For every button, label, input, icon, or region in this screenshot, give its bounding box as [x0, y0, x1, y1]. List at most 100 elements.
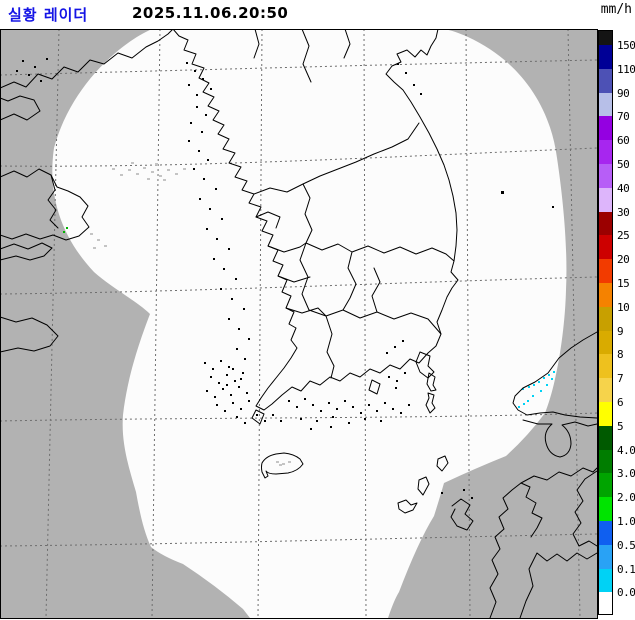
- radar-coverage-region: [52, 29, 567, 618]
- geoje-island: [415, 351, 435, 379]
- colorbar-label: 150: [617, 39, 635, 52]
- colorbar-label: 0.5: [617, 539, 635, 552]
- small-islands: [16, 58, 554, 499]
- echo-speck: [553, 371, 555, 373]
- colorbar-label: 50: [617, 158, 630, 171]
- echo-speck: [288, 461, 291, 463]
- colorbar-label: 60: [617, 134, 630, 147]
- echo-speck: [66, 227, 68, 229]
- echo-speck: [543, 377, 545, 379]
- colorbar-label: 0.1: [617, 563, 635, 576]
- echo-speck: [175, 173, 178, 175]
- colorbar-segment: [599, 69, 612, 93]
- colorbar-label: 20: [617, 253, 630, 266]
- echo-speck: [279, 464, 282, 466]
- echo-speck: [104, 245, 107, 247]
- colorbar-label: 9: [617, 325, 624, 338]
- graticule-grid: [0, 28, 598, 619]
- colorbar-label: 0.0: [617, 586, 635, 599]
- colorbar-segment: [599, 521, 612, 545]
- colorbar-segment: [599, 307, 612, 331]
- colorbar: [598, 30, 613, 615]
- echo-speck: [136, 173, 139, 175]
- colorbar-label: 15: [617, 277, 630, 290]
- colorbar-segment: [599, 592, 612, 614]
- echo-speck: [532, 395, 534, 397]
- echo-speck: [276, 461, 279, 463]
- colorbar-segment: [599, 450, 612, 473]
- colorbar-segment: [599, 116, 612, 140]
- colorbar-segment: [599, 354, 612, 378]
- colorbar-segment: [599, 569, 612, 592]
- echo-speck: [527, 400, 529, 402]
- echo-speck: [540, 390, 542, 392]
- colorbar-segment: [599, 283, 612, 307]
- echo-speck: [120, 174, 123, 176]
- colorbar-label: 6: [617, 396, 624, 409]
- colorbar-label: 10: [617, 301, 630, 314]
- colorbar-segment: [599, 164, 612, 188]
- tsushima-island: [426, 372, 437, 392]
- colorbar-label: 7: [617, 372, 624, 385]
- colorbar-label: 8: [617, 348, 624, 361]
- echo-speck: [97, 239, 100, 241]
- page-title: 실황 레이더: [8, 6, 89, 24]
- tsushima-island: [425, 392, 436, 414]
- china-coastline: [0, 28, 174, 353]
- echo-speck: [151, 171, 154, 173]
- observation-timestamp: 2025.11.06.20:50: [132, 4, 289, 22]
- echo-speck: [167, 169, 170, 171]
- colorbar-label: 1.0: [617, 515, 635, 528]
- colorbar-label: 40: [617, 182, 630, 195]
- echo-speck: [112, 168, 115, 170]
- island-outlines: [251, 351, 449, 514]
- colorbar-label: 90: [617, 87, 630, 100]
- island: [552, 206, 554, 208]
- precipitation-echoes: [63, 162, 555, 466]
- colorbar-segment: [599, 93, 612, 116]
- map-border: [0, 29, 598, 619]
- echo-speck: [163, 179, 166, 181]
- radar-map: [0, 28, 598, 619]
- island: [501, 191, 504, 194]
- colorbar-label: 70: [617, 110, 630, 123]
- colorbar-label: 2.0: [617, 491, 635, 504]
- colorbar-label: 3.0: [617, 467, 635, 480]
- echo-speck: [518, 406, 520, 408]
- colorbar-segment: [599, 140, 612, 164]
- echo-speck: [128, 169, 131, 171]
- japan-coastline: [450, 331, 598, 619]
- header-bar: 실황 레이더 2025.11.06.20:50: [0, 0, 635, 29]
- jeju-island: [261, 452, 304, 479]
- colorbar-label: 30: [617, 206, 630, 219]
- colorbar-segment: [599, 497, 612, 521]
- colorbar-segment: [599, 235, 612, 259]
- echo-speck: [90, 233, 93, 235]
- colorbar-segment: [599, 473, 612, 497]
- echo-speck: [147, 178, 150, 180]
- echo-speck: [528, 386, 530, 388]
- echo-speck: [131, 162, 134, 164]
- coastlines: [0, 28, 598, 619]
- colorbar-label: 5: [617, 420, 624, 433]
- colorbar-segment: [599, 426, 612, 450]
- colorbar-segment: [599, 545, 612, 569]
- echo-speck: [538, 381, 540, 383]
- colorbar-segment: [599, 402, 612, 426]
- echo-speck: [143, 167, 146, 169]
- colorbar-segment: [599, 188, 612, 212]
- colorbar-label: 110: [617, 63, 635, 76]
- colorbar-segment: [599, 378, 612, 402]
- echo-speck: [93, 247, 96, 249]
- echo-speck: [523, 403, 525, 405]
- echo-speck: [183, 168, 186, 170]
- colorbar-segment: [599, 212, 612, 235]
- echo-speck: [533, 384, 535, 386]
- echo-speck: [522, 388, 524, 390]
- colorbar-segment: [599, 259, 612, 283]
- colorbar-segment: [599, 31, 612, 45]
- colorbar-segment: [599, 331, 612, 354]
- echo-speck: [548, 374, 550, 376]
- colorbar-label: 25: [617, 229, 630, 242]
